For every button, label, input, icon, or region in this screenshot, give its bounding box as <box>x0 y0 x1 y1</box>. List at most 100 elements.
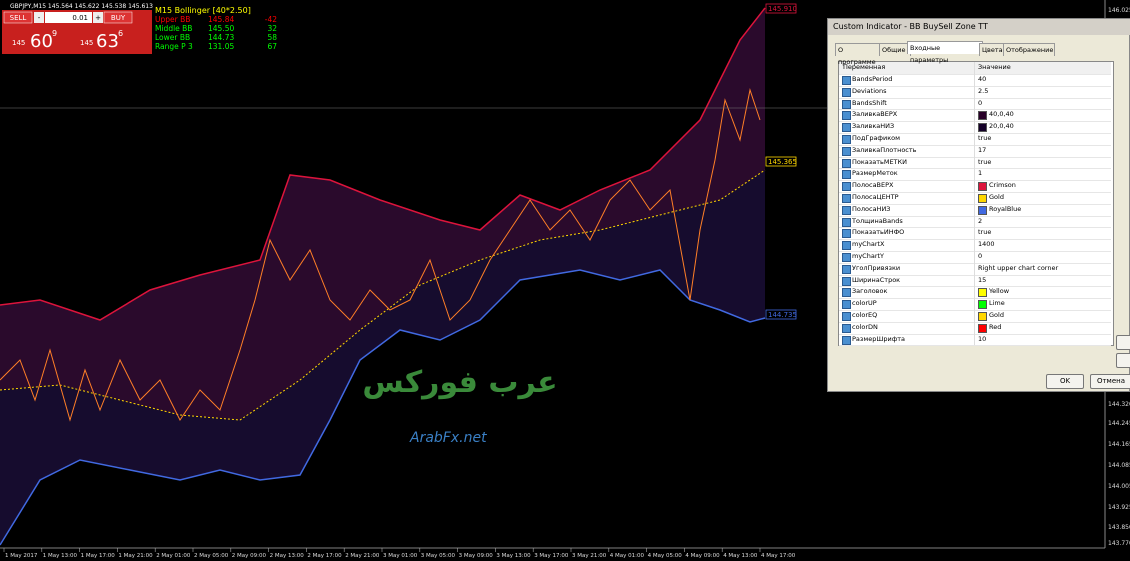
param-value[interactable]: Yellow <box>989 287 1010 296</box>
ok-button[interactable]: OK <box>1046 374 1084 389</box>
param-row[interactable]: colorDN Red <box>839 322 1111 335</box>
param-row[interactable]: УголПривязки Right upper chart corner <box>839 263 1111 276</box>
param-row[interactable]: BandsShift 0 <box>839 98 1111 111</box>
time-label: 3 May 09:00 <box>459 553 494 559</box>
param-row[interactable]: ПоказатьИНФО true <box>839 227 1111 241</box>
param-icon <box>842 264 851 274</box>
param-icon <box>842 135 851 144</box>
sell-main: 60 <box>30 31 53 52</box>
info-cell: 145.84 <box>208 15 234 24</box>
plus-label[interactable]: + <box>95 14 101 22</box>
param-row[interactable]: myChartX 1400 <box>839 239 1111 252</box>
side-button[interactable] <box>1116 353 1130 368</box>
param-row[interactable]: ПодГрафиком true <box>839 133 1111 146</box>
param-value[interactable]: 20,0,40 <box>989 122 1014 131</box>
param-icon <box>842 229 851 239</box>
param-row[interactable]: ЗаливкаНИЗ 20,0,40 <box>839 121 1111 134</box>
minus-label[interactable]: - <box>38 14 41 22</box>
param-row[interactable]: ШиринаСтрок 15 <box>839 275 1111 288</box>
sell-sup: 9 <box>52 29 57 38</box>
param-value[interactable]: 2 <box>978 216 983 225</box>
param-value[interactable]: 1400 <box>978 240 995 249</box>
tab[interactable]: Входные параметры <box>907 41 983 64</box>
param-name: РазмерШрифта <box>852 334 906 343</box>
price-label: 144.245 <box>1108 420 1130 427</box>
param-row[interactable]: ПоказатьМЕТКИ true <box>839 157 1111 170</box>
param-value[interactable]: Red <box>989 322 1002 331</box>
param-icon <box>842 335 851 345</box>
table-header: Переменная Значение <box>839 62 1111 75</box>
buy-button[interactable] <box>103 11 133 24</box>
param-value[interactable]: 0 <box>978 252 983 260</box>
param-value[interactable]: true <box>978 157 992 166</box>
param-value[interactable]: 2.5 <box>978 86 989 95</box>
lot-input[interactable] <box>45 12 92 23</box>
price-label: 143.770 <box>1108 540 1130 547</box>
param-icon <box>842 194 851 203</box>
sell-button[interactable] <box>3 11 33 24</box>
param-value[interactable]: 15 <box>978 275 987 284</box>
info-cell: 32 <box>267 24 277 33</box>
plus-button[interactable] <box>93 12 103 23</box>
param-row[interactable]: ЗаливкаПлотность 17 <box>839 145 1111 158</box>
param-icon <box>842 170 851 180</box>
param-value[interactable]: 0 <box>978 98 983 107</box>
param-value[interactable]: Gold <box>989 193 1004 201</box>
time-label: 2 May 17:00 <box>307 553 342 559</box>
buy-label[interactable]: BUY <box>111 14 126 22</box>
sell-label[interactable]: SELL <box>10 14 27 22</box>
param-row[interactable]: BandsPeriod 40 <box>839 74 1111 87</box>
param-name: УголПривязки <box>852 263 901 272</box>
middle-tag: 145.365 <box>768 158 797 166</box>
param-icon <box>842 217 851 227</box>
cancel-button[interactable]: Отмена <box>1090 374 1130 389</box>
param-value[interactable]: 40 <box>978 75 987 83</box>
param-value[interactable]: 40,0,40 <box>989 110 1014 119</box>
symbol: GBPJPY,M15 145.564 145.622 145.538 145.6… <box>10 3 153 10</box>
param-row[interactable]: ТолщинаBands 2 <box>839 216 1111 229</box>
param-row[interactable]: ПолосаВЕРХ Crimson <box>839 180 1111 193</box>
param-value[interactable]: Right upper chart corner <box>978 263 1059 272</box>
param-value[interactable]: true <box>978 134 992 142</box>
param-value[interactable]: 17 <box>978 145 987 154</box>
minus-button[interactable] <box>34 12 44 23</box>
param-row[interactable]: colorEQ Gold <box>839 310 1111 323</box>
param-name: ПолосаНИЗ <box>852 204 891 213</box>
color-swatch <box>978 111 987 121</box>
param-value[interactable]: Crimson <box>989 181 1016 190</box>
param-name: ЗаливкаПлотность <box>852 145 917 154</box>
param-row[interactable]: Deviations 2.5 <box>839 86 1111 99</box>
param-icon <box>842 87 851 97</box>
param-value[interactable]: 1 <box>978 169 983 178</box>
time-label: 2 May 01:00 <box>156 553 191 559</box>
param-value[interactable]: Gold <box>989 311 1004 319</box>
param-row[interactable]: ПолосаНИЗ RoyalBlue <box>839 204 1111 217</box>
tab[interactable]: О программе <box>835 43 883 66</box>
lot-value[interactable]: 0.01 <box>72 14 88 22</box>
param-row[interactable]: colorUP Lime <box>839 298 1111 311</box>
info-cell: Upper BB <box>155 15 190 24</box>
param-row[interactable]: РазмерШрифта 10 <box>839 334 1111 347</box>
param-value[interactable]: true <box>978 228 992 237</box>
param-name: colorDN <box>852 322 878 331</box>
param-name: Deviations <box>852 86 887 95</box>
param-icon <box>842 323 851 333</box>
param-value[interactable]: 10 <box>978 334 987 343</box>
upper-tag: 145.910 <box>768 5 797 13</box>
param-row[interactable]: ПолосаЦЕНТР Gold <box>839 192 1111 205</box>
upper-zone <box>0 8 765 420</box>
price-label: 144.165 <box>1108 441 1130 448</box>
param-value[interactable]: Lime <box>989 299 1005 308</box>
price-label: 144.005 <box>1108 483 1130 490</box>
param-row[interactable]: РазмерМеток 1 <box>839 168 1111 182</box>
param-row[interactable]: ЗаливкаВЕРХ 40,0,40 <box>839 109 1111 123</box>
tab[interactable]: Отображение <box>1003 43 1055 56</box>
color-swatch <box>978 205 987 215</box>
param-value[interactable]: RoyalBlue <box>989 204 1022 213</box>
price-line <box>0 88 761 422</box>
upper-tag-box <box>765 3 797 14</box>
param-row[interactable]: Заголовок Yellow <box>839 286 1111 300</box>
param-row[interactable]: myChartY 0 <box>839 251 1111 264</box>
middle-band <box>0 169 766 421</box>
side-button[interactable] <box>1116 335 1130 350</box>
